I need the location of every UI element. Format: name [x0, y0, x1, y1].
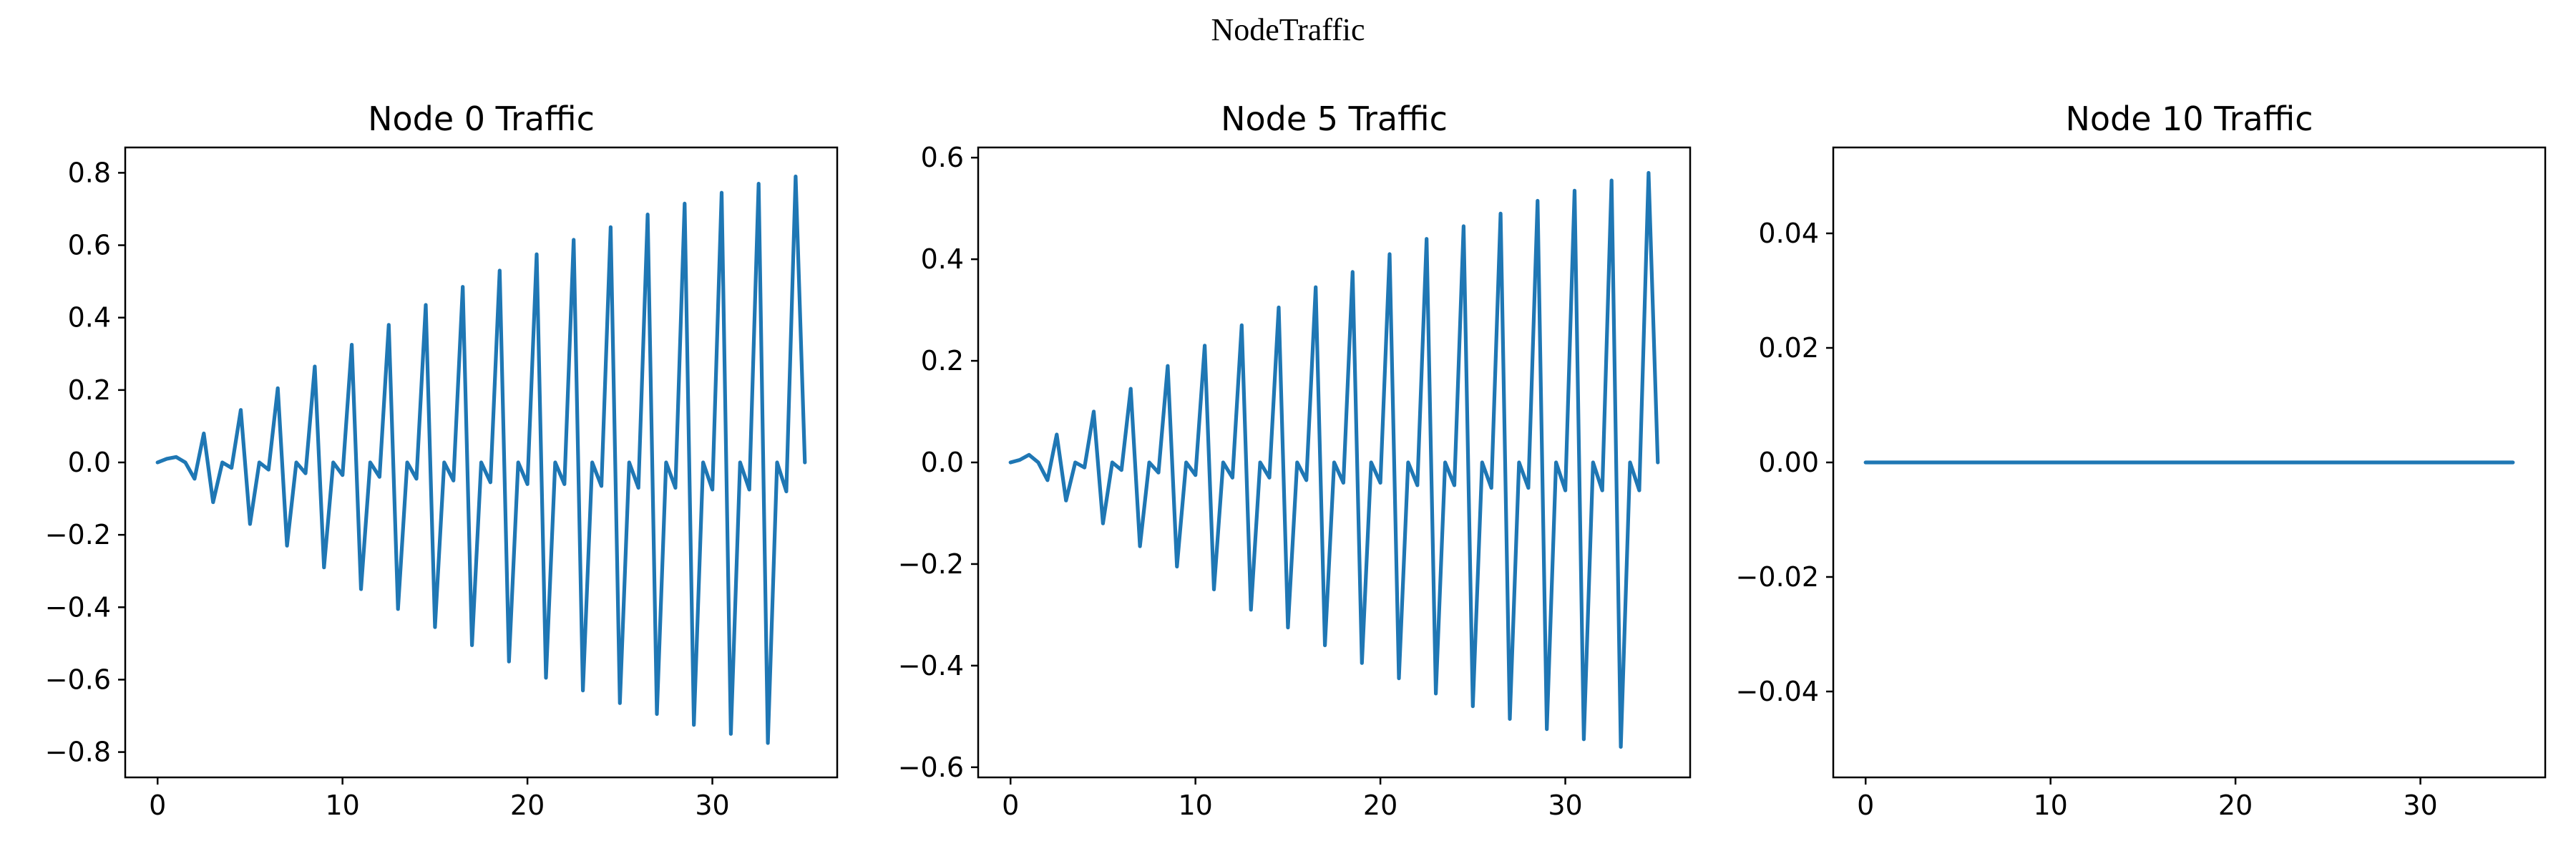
y-tick-label: 0.0	[68, 447, 111, 478]
x-tick-label: 0	[149, 790, 166, 821]
y-tick-label: 0.2	[921, 345, 964, 377]
subplot-title: Node 0 Traffic	[368, 100, 595, 138]
y-tick-label: 0.6	[68, 230, 111, 261]
x-tick-label: 20	[510, 790, 545, 821]
subplot-1: Node 5 Traffic 0 10 20 30 −0.6 −0.4 −0.2 0.0 0.2 0…	[898, 100, 1692, 821]
x-tick-label: 20	[1363, 790, 1397, 821]
subplot-0: Node 0 Traffic 0 10 20 30 −0.8 −0.6 −0.4 −0.2 0.0…	[45, 100, 839, 821]
x-tick-label: 20	[2218, 790, 2253, 821]
subplot-2: Node 10 Traffic 0 10 20 30 −0.04 −0.02 0.00 0.02…	[1736, 100, 2547, 821]
y-tick-label: 0.4	[921, 243, 964, 275]
y-tick-label: −0.4	[45, 591, 111, 623]
y-tick-label: 0.8	[68, 157, 111, 188]
y-tick-label: −0.6	[45, 664, 111, 695]
y-tick-label: 0.6	[921, 142, 964, 173]
x-tick-label: 30	[695, 790, 729, 821]
y-tick-label: −0.4	[898, 650, 964, 681]
y-tick-label: −0.2	[45, 519, 111, 550]
x-tick-label: 10	[1178, 790, 1212, 821]
subplot-title: Node 10 Traffic	[2065, 100, 2313, 138]
x-tick-label: 30	[2403, 790, 2437, 821]
y-tick-label: 0.00	[1758, 447, 1819, 478]
series-line	[155, 174, 807, 745]
subplot-title: Node 5 Traffic	[1221, 100, 1448, 138]
y-tick-label: 0.0	[921, 447, 964, 478]
y-tick-label: −0.6	[898, 752, 964, 783]
y-tick-label: 0.02	[1758, 332, 1819, 364]
figure-suptitle: NodeTraffic	[1211, 12, 1365, 47]
x-tick-label: 30	[1548, 790, 1582, 821]
y-tick-label: −0.8	[45, 737, 111, 768]
x-tick-label: 10	[2033, 790, 2067, 821]
y-tick-label: −0.2	[898, 548, 964, 580]
x-tick-label: 0	[1857, 790, 1874, 821]
y-tick-label: 0.2	[68, 374, 111, 406]
series-line	[1008, 170, 1660, 749]
y-tick-label: −0.02	[1736, 561, 1819, 593]
x-tick-label: 0	[1002, 790, 1019, 821]
y-tick-label: 0.04	[1758, 218, 1819, 249]
x-tick-label: 10	[325, 790, 359, 821]
y-tick-label: 0.4	[68, 302, 111, 334]
y-tick-label: −0.04	[1736, 676, 1819, 707]
